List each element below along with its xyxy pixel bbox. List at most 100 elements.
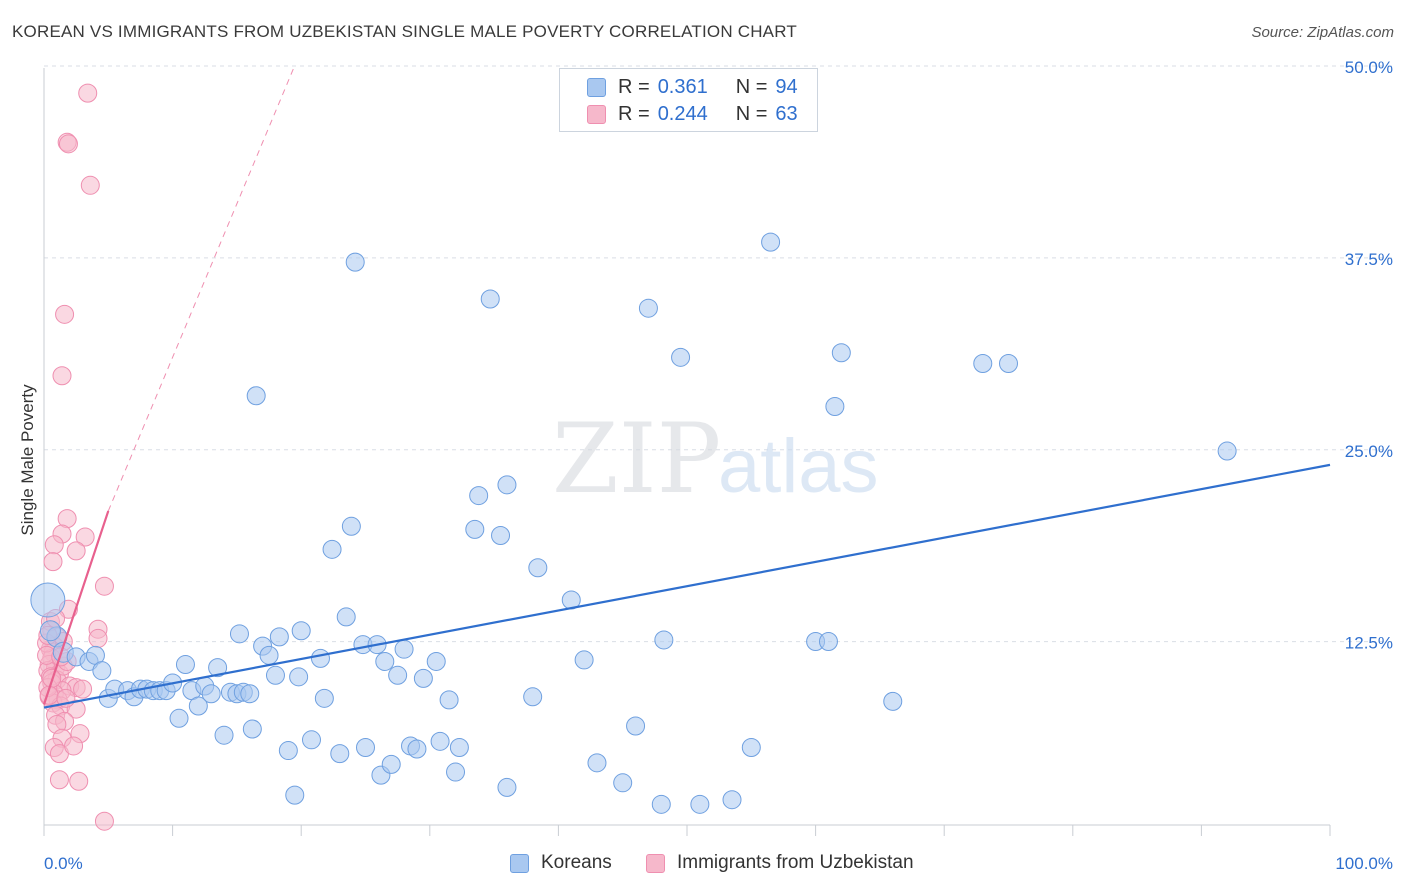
data-point-korean	[638, 298, 658, 318]
data-point-korean	[345, 252, 365, 272]
data-point-korean	[528, 558, 548, 578]
data-point-korean	[626, 716, 646, 736]
trendline-uzbekistan	[42, 510, 110, 705]
data-point-korean	[201, 684, 221, 704]
data-point-korean	[314, 688, 334, 708]
data-point-korean	[613, 773, 633, 793]
data-point-korean	[831, 343, 851, 363]
data-point-korean	[289, 667, 309, 687]
data-point-korean	[1217, 441, 1237, 461]
data-point-korean	[722, 790, 742, 810]
n-value: 63	[775, 102, 798, 125]
y-tick-label: 37.5%	[1345, 250, 1393, 269]
data-point-korean	[523, 687, 543, 707]
data-point-korean	[322, 539, 342, 559]
data-point-korean	[480, 289, 500, 309]
data-point-korean	[301, 730, 321, 750]
data-point-uzbekistan	[44, 535, 64, 555]
data-point-uzbekistan	[78, 83, 98, 103]
legend-swatch-koreans	[587, 77, 606, 97]
legend-label-uzbekistan: Immigrants from Uzbekistan	[677, 852, 914, 873]
data-point-korean	[497, 475, 517, 495]
data-point-korean	[375, 651, 395, 671]
data-point-uzbekistan	[64, 736, 84, 756]
y-tick-label: 12.5%	[1345, 634, 1393, 653]
data-point-uzbekistan	[55, 304, 75, 324]
data-point-korean	[240, 684, 260, 704]
data-point-korean	[446, 762, 466, 782]
trendline-uzbekistan-extension	[107, 65, 296, 512]
data-point-uzbekistan	[75, 527, 95, 547]
r-value: 0.361	[657, 75, 708, 98]
data-point-korean	[341, 516, 361, 536]
legend-item-koreans[interactable]: Koreans	[510, 852, 612, 874]
data-point-uzbekistan	[94, 576, 114, 596]
data-point-korean	[394, 639, 414, 659]
data-point-korean	[973, 353, 993, 373]
data-point-korean	[229, 624, 249, 644]
data-point-uzbekistan	[66, 541, 86, 561]
data-point-korean	[30, 582, 66, 618]
data-point-korean	[269, 627, 289, 647]
n-value: 94	[775, 75, 798, 98]
data-point-korean	[356, 737, 375, 757]
legend-item-uzbekistan[interactable]: Immigrants from Uzbekistan	[646, 852, 914, 874]
data-point-uzbekistan	[80, 175, 100, 195]
data-point-uzbekistan	[52, 366, 72, 386]
data-point-korean	[278, 741, 298, 761]
r-label: R =	[618, 102, 650, 125]
data-point-korean	[265, 665, 285, 685]
data-point-korean	[175, 655, 195, 675]
r-label: R =	[618, 75, 650, 98]
legend-swatch-uzbekistan	[646, 853, 665, 873]
data-point-korean	[330, 744, 350, 764]
trendline-koreans	[43, 463, 1331, 709]
data-point-korean	[413, 668, 433, 688]
data-point-korean	[469, 486, 489, 506]
data-point-korean	[671, 347, 691, 367]
data-point-korean	[336, 607, 356, 627]
data-point-uzbekistan	[58, 134, 78, 154]
data-point-korean	[39, 620, 61, 642]
data-point-korean	[381, 754, 401, 774]
x-tick-label: 100.0%	[1335, 854, 1393, 873]
data-point-korean	[285, 785, 305, 805]
data-point-uzbekistan	[94, 811, 114, 831]
data-point-korean	[465, 519, 485, 539]
data-point-uzbekistan	[73, 679, 93, 699]
y-axis-label: Single Male Poverty	[18, 384, 37, 536]
data-point-korean	[208, 658, 228, 678]
legend-row-uzbekistan: R = 0.244 N = 63	[587, 102, 798, 126]
data-point-korean	[741, 737, 761, 757]
legend-swatch-koreans	[510, 853, 529, 873]
data-point-korean	[407, 739, 427, 759]
y-tick-label: 25.0%	[1345, 442, 1393, 461]
data-point-korean	[188, 696, 208, 716]
data-point-korean	[818, 632, 838, 651]
data-point-korean	[587, 753, 607, 773]
data-point-korean	[310, 648, 330, 668]
data-point-korean	[439, 690, 459, 710]
legend-label-koreans: Koreans	[541, 852, 612, 873]
data-point-korean	[449, 737, 469, 757]
y-tick-label: 50.0%	[1345, 58, 1393, 77]
data-point-korean	[426, 651, 446, 671]
watermark-zip: ZIP	[552, 403, 721, 515]
data-point-korean	[430, 731, 450, 751]
chart-title: KOREAN VS IMMIGRANTS FROM UZBEKISTAN SIN…	[12, 22, 797, 41]
data-point-korean	[999, 353, 1018, 373]
data-point-uzbekistan	[88, 628, 108, 648]
data-point-korean	[761, 232, 781, 252]
r-value: 0.244	[657, 102, 708, 125]
data-point-korean	[497, 777, 517, 797]
source-label: Source: ZipAtlas.com	[1251, 24, 1394, 41]
data-point-korean	[491, 526, 511, 546]
n-label: N =	[735, 102, 768, 125]
series-legend: Koreans Immigrants from Uzbekistan	[0, 852, 1406, 876]
data-point-korean	[651, 794, 671, 814]
data-point-uzbekistan	[43, 552, 63, 572]
data-point-korean	[388, 665, 408, 685]
data-point-korean	[92, 661, 112, 681]
data-point-korean	[825, 396, 845, 416]
